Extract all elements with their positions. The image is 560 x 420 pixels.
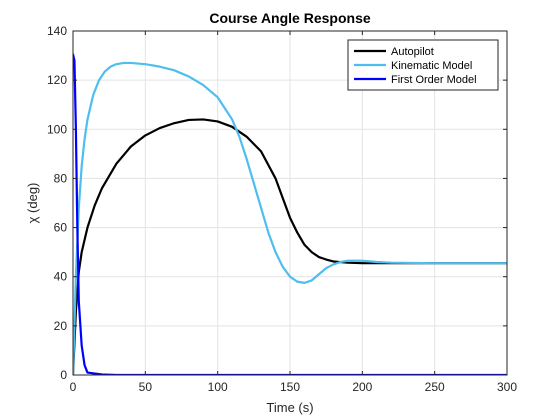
x-tick-label: 100 [208,380,228,394]
y-tick-label: 80 [54,171,68,185]
y-axis-label: χ (deg) [25,183,40,224]
y-tick-label: 40 [54,270,68,284]
x-tick-label: 250 [425,380,445,394]
x-tick-label: 150 [280,380,300,394]
x-axis-label: Time (s) [266,400,313,415]
x-tick-label: 200 [352,380,372,394]
x-tick-label: 50 [139,380,153,394]
y-tick-label: 120 [47,73,67,87]
x-tick-label: 300 [497,380,517,394]
ticks: 0 50 100 150 200 250 300 0 20 40 60 80 100 120 140 [47,24,517,394]
legend: Autopilot Kinematic Model First Order Mode… [347,39,499,91]
legend-entry-label: First Order Model [391,74,477,86]
y-tick-label: 60 [54,221,68,235]
series-layer [73,53,507,375]
legend-entry-label: Kinematic Model [391,60,472,72]
series-line-2 [73,61,507,375]
y-tick-label: 20 [54,319,68,333]
y-tick-label: 100 [47,122,67,136]
legend-entry-label: Autopilot [391,46,434,58]
y-tick-label: 0 [60,368,67,382]
chart-title: Course Angle Response [209,10,371,26]
series-line-1 [73,118,507,375]
x-tick-label: 0 [70,380,77,394]
y-tick-label: 140 [47,24,67,38]
series-line-3 [73,53,507,375]
